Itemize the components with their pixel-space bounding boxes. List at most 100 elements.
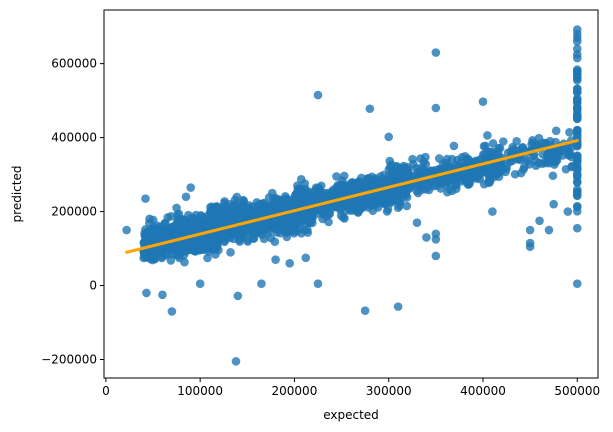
data-point	[509, 144, 519, 154]
data-point	[270, 237, 280, 246]
data-point	[408, 154, 417, 164]
data-point	[548, 171, 558, 181]
data-point	[405, 182, 415, 192]
data-point	[358, 183, 367, 192]
data-point	[259, 234, 269, 244]
data-point	[212, 203, 222, 212]
y-axis-ticks: −200000 0 200000 400000 600000	[41, 57, 104, 367]
data-point	[271, 255, 280, 264]
data-point	[518, 142, 528, 152]
data-point	[431, 251, 441, 261]
data-point	[316, 189, 325, 198]
data-point	[285, 259, 295, 268]
data-point	[235, 235, 244, 245]
data-point	[244, 201, 254, 210]
data-point	[231, 214, 240, 224]
data-point	[525, 160, 534, 169]
data-point	[357, 198, 367, 208]
data-point	[277, 216, 286, 226]
data-point	[425, 177, 435, 187]
data-point	[572, 177, 582, 187]
data-point	[157, 253, 167, 263]
data-point	[376, 172, 385, 181]
data-point	[186, 183, 196, 192]
data-point	[541, 158, 551, 168]
data-point	[572, 202, 582, 212]
data-point	[264, 193, 274, 202]
data-point	[142, 288, 151, 298]
data-point	[210, 244, 219, 254]
data-point	[431, 103, 441, 113]
data-point	[196, 210, 205, 220]
data-point	[502, 164, 511, 173]
data-point	[300, 179, 310, 188]
data-point	[512, 136, 521, 146]
data-point	[572, 25, 582, 34]
data-point	[346, 202, 356, 212]
data-point	[393, 203, 403, 212]
data-point	[173, 210, 182, 219]
data-point	[195, 279, 205, 288]
data-point	[299, 195, 308, 204]
data-point	[572, 95, 582, 104]
data-point	[447, 154, 457, 164]
x-tick-label: 500000	[554, 384, 600, 398]
data-point	[467, 172, 477, 181]
data-point	[301, 253, 311, 263]
data-point	[169, 223, 178, 233]
plot-frame	[103, 9, 599, 379]
data-point	[572, 188, 582, 197]
data-point	[484, 147, 494, 156]
data-point	[220, 198, 229, 208]
data-point	[519, 165, 528, 174]
data-point	[525, 238, 535, 248]
data-point	[167, 307, 177, 316]
data-point	[402, 201, 412, 211]
data-point	[177, 228, 187, 238]
data-point	[313, 90, 323, 100]
data-point	[554, 146, 563, 155]
x-tick-label: 300000	[366, 384, 412, 398]
data-point	[418, 180, 428, 190]
data-point	[140, 252, 150, 262]
data-point	[141, 194, 150, 203]
data-point	[203, 253, 212, 263]
data-point	[422, 233, 431, 242]
x-axis-label: expected	[323, 408, 379, 422]
data-point	[525, 225, 535, 235]
data-point	[488, 139, 498, 148]
data-point	[283, 196, 293, 205]
data-point	[175, 253, 184, 263]
data-point	[463, 180, 473, 189]
data-point	[494, 166, 503, 176]
data-point	[221, 218, 230, 227]
data-point	[241, 222, 250, 232]
data-point	[572, 88, 582, 97]
data-point	[150, 229, 159, 239]
data-point	[313, 279, 323, 288]
data-point	[459, 168, 468, 178]
data-point	[544, 152, 554, 161]
data-point	[386, 195, 395, 205]
data-point	[158, 228, 167, 238]
data-point	[362, 174, 372, 184]
data-point	[257, 279, 266, 288]
data-point	[301, 187, 310, 197]
data-point	[572, 111, 582, 120]
data-point	[412, 218, 422, 227]
data-point	[483, 131, 492, 140]
x-tick-label: 100000	[177, 384, 223, 398]
data-point	[290, 194, 300, 203]
data-point	[212, 237, 222, 247]
data-point	[172, 203, 181, 213]
data-point	[141, 236, 150, 246]
y-tick-label: −200000	[41, 353, 97, 367]
data-point	[400, 163, 409, 173]
data-point	[233, 291, 243, 301]
data-point	[248, 229, 258, 239]
data-point	[572, 44, 582, 54]
data-point	[179, 215, 188, 224]
data-point	[206, 207, 215, 216]
x-tick-label: 200000	[272, 384, 318, 398]
regression-line	[125, 139, 579, 254]
